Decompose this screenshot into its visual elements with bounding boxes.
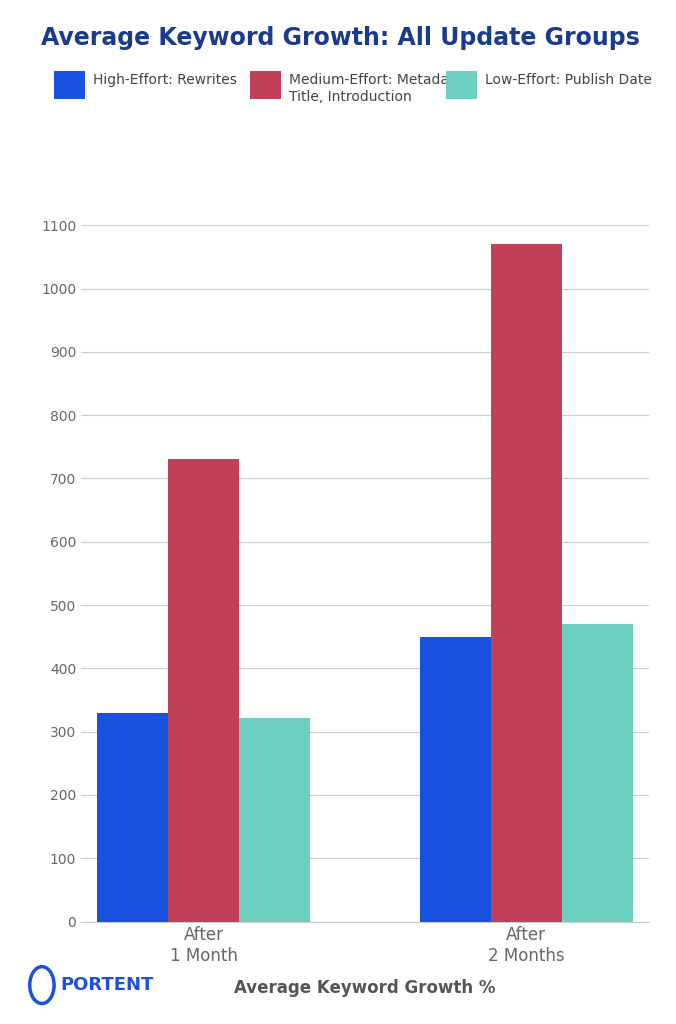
Bar [562,624,633,922]
Text: Low-Effort: Publish Date: Low-Effort: Publish Date [485,73,652,87]
Bar [420,637,491,922]
Text: High-Effort: Rewrites: High-Effort: Rewrites [93,73,237,87]
Text: Average Keyword Growth: All Update Groups: Average Keyword Growth: All Update Group… [41,26,639,49]
Bar [97,713,168,922]
Text: PORTENT: PORTENT [61,976,154,994]
Bar [491,245,562,922]
X-axis label: Average Keyword Growth %: Average Keyword Growth % [235,979,496,997]
Bar [239,718,310,922]
Text: Medium-Effort: Metadata
Title, Introduction: Medium-Effort: Metadata Title, Introduct… [289,73,464,104]
Bar [168,460,239,922]
